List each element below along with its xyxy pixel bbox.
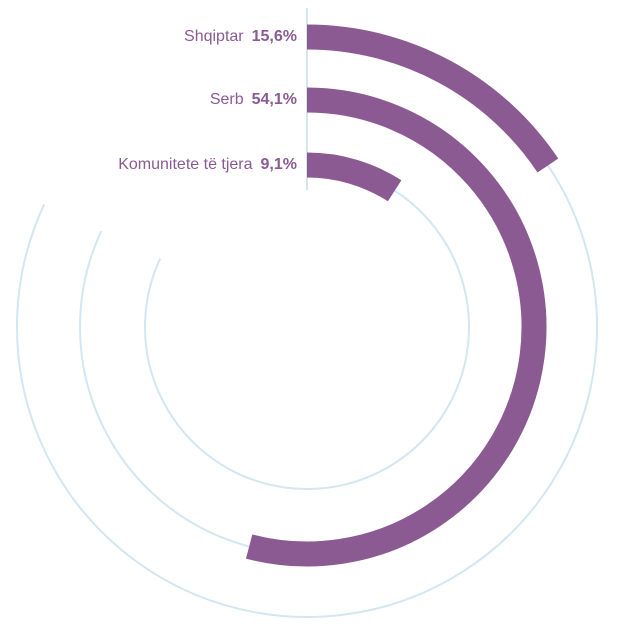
value-label: 9,1% (261, 156, 297, 173)
label: Komunitete të tjera 9,1% (118, 156, 297, 173)
bar (306, 152, 402, 202)
category-label: Komunitete të tjera (118, 156, 252, 173)
label: Serb 54,1% (210, 91, 297, 108)
label: Shqiptar 15,6% (184, 28, 297, 45)
category-label: Shqiptar (184, 28, 244, 45)
track (144, 164, 470, 490)
bar (246, 87, 547, 567)
value-label: 15,6% (252, 28, 297, 45)
category-label: Serb (210, 91, 244, 108)
bar (306, 24, 559, 173)
value-label: 54,1% (252, 91, 297, 108)
